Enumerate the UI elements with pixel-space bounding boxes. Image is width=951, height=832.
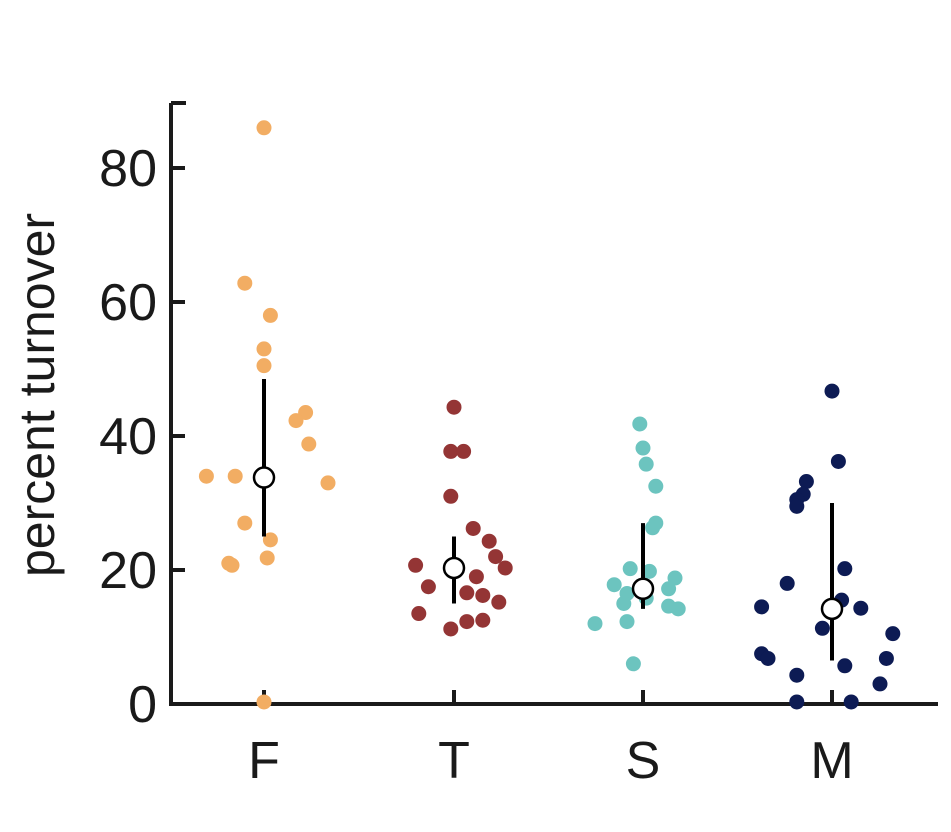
data-point-m xyxy=(760,650,776,666)
data-point-t xyxy=(411,606,427,622)
data-point-s xyxy=(670,601,686,617)
data-point-m xyxy=(837,658,853,674)
mean-marker-m xyxy=(820,597,844,621)
data-point-s xyxy=(625,656,641,672)
data-point-f xyxy=(256,694,272,710)
x-tick-label-t: T xyxy=(438,732,470,790)
data-point-f xyxy=(256,120,272,136)
data-point-m xyxy=(798,474,814,490)
axes-layer xyxy=(169,101,938,706)
y-tick-label: 20 xyxy=(99,542,157,600)
data-point-f xyxy=(227,468,243,484)
data-point-t xyxy=(468,569,484,585)
data-point-f xyxy=(259,550,275,566)
data-point-m xyxy=(789,694,805,710)
data-point-f xyxy=(237,515,253,531)
data-point-s xyxy=(638,456,654,472)
data-point-s xyxy=(606,577,622,593)
data-point-s xyxy=(622,561,638,577)
data-point-m xyxy=(789,667,805,683)
data-point-f xyxy=(320,475,336,491)
data-point-s xyxy=(641,563,657,579)
data-point-t xyxy=(408,557,424,573)
data-point-t xyxy=(443,621,459,637)
data-point-f xyxy=(198,468,214,484)
data-point-s xyxy=(616,596,632,611)
data-point-f xyxy=(262,307,278,323)
data-point-t xyxy=(465,520,481,536)
data-point-m xyxy=(814,620,830,636)
data-point-s xyxy=(661,581,677,597)
data-point-s xyxy=(619,614,635,630)
data-point-t xyxy=(481,533,497,549)
data-point-f xyxy=(262,532,278,548)
data-point-m xyxy=(878,650,894,666)
data-point-f xyxy=(256,341,272,357)
data-point-s xyxy=(587,616,603,632)
data-point-f xyxy=(301,436,317,452)
data-point-m xyxy=(779,575,795,591)
data-point-f xyxy=(256,358,272,374)
data-point-s xyxy=(635,440,651,456)
summary-layer xyxy=(252,379,844,661)
data-point-t xyxy=(443,443,459,459)
data-point-m xyxy=(789,498,805,514)
x-tick-label-s: S xyxy=(626,732,661,790)
mean-marker-f xyxy=(252,466,276,489)
data-point-t xyxy=(443,488,459,504)
x-tick-label-f: F xyxy=(248,732,280,790)
mean-marker-s xyxy=(631,577,655,601)
data-point-t xyxy=(459,614,475,630)
data-point-f xyxy=(224,557,240,573)
data-point-s xyxy=(645,520,661,536)
data-point-t xyxy=(456,443,472,459)
y-tick-label: 40 xyxy=(99,408,157,466)
data-point-t xyxy=(491,594,507,610)
data-point-t xyxy=(459,585,475,601)
data-point-m xyxy=(843,694,859,710)
data-point-m xyxy=(853,600,869,616)
data-point-s xyxy=(648,478,664,494)
mean-marker-t xyxy=(442,556,466,580)
data-point-f xyxy=(237,275,253,291)
data-point-m xyxy=(885,626,901,642)
data-point-m xyxy=(824,383,840,399)
y-tick-label: 80 xyxy=(99,140,157,198)
data-point-m xyxy=(830,453,846,469)
data-point-t xyxy=(420,579,436,595)
y-tick-label: 60 xyxy=(99,274,157,332)
data-point-t xyxy=(488,549,504,565)
data-point-t xyxy=(475,612,491,628)
data-point-t xyxy=(475,587,491,603)
data-point-s xyxy=(632,416,648,432)
data-point-f xyxy=(288,413,304,429)
y-axis-label: percent turnover xyxy=(9,213,65,577)
data-point-m xyxy=(837,561,853,577)
y-ticks-layer: 0 20 40 60 80 xyxy=(99,140,185,734)
data-point-m xyxy=(754,599,770,615)
data-point-t xyxy=(446,399,462,415)
points-layer xyxy=(198,120,901,710)
x-tick-label-m: M xyxy=(810,732,853,790)
data-point-t xyxy=(497,560,513,576)
y-tick-label: 0 xyxy=(128,676,157,734)
data-point-m xyxy=(872,676,888,692)
